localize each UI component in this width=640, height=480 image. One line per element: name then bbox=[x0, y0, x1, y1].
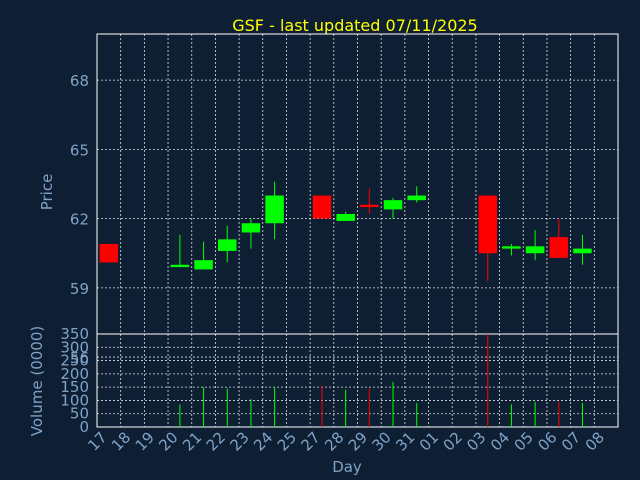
volume-tick-label: 150 bbox=[60, 378, 89, 396]
candle-body bbox=[312, 195, 332, 219]
candle-body bbox=[241, 223, 261, 233]
price-axis-label: Price bbox=[38, 174, 56, 211]
volume-tick-label: 50 bbox=[70, 405, 89, 423]
volume-tick-label: 200 bbox=[60, 365, 89, 383]
candle-body bbox=[478, 195, 497, 254]
volume-plot-frame bbox=[96, 333, 619, 428]
price-tick-label: 62 bbox=[70, 211, 89, 229]
volume-axis-label: Volume (0000) bbox=[28, 326, 46, 436]
price-tick-label: 68 bbox=[70, 72, 89, 90]
candle-body bbox=[360, 204, 379, 208]
candle-body bbox=[336, 214, 355, 221]
candle-body bbox=[170, 264, 190, 268]
candle-body bbox=[383, 200, 403, 210]
price-tick-label: 56 bbox=[70, 349, 89, 367]
candle-body bbox=[218, 239, 237, 251]
candle-body bbox=[99, 244, 119, 263]
candle-body bbox=[573, 248, 592, 254]
price-panel: 56 59 62 65 68 bbox=[70, 33, 619, 367]
volume-tick-label: 100 bbox=[60, 391, 89, 409]
volume-tick-label: 300 bbox=[60, 338, 89, 356]
volume-tick-label: 350 bbox=[60, 325, 89, 343]
candle-body bbox=[265, 195, 284, 224]
volume-tick-label: 250 bbox=[60, 352, 89, 370]
price-tick-label: 59 bbox=[70, 280, 89, 298]
chart-title: GSF - last updated 07/11/2025 bbox=[232, 16, 477, 35]
volume-tick-label: 0 bbox=[79, 418, 89, 436]
candle-body bbox=[194, 260, 213, 270]
price-tick-label: 65 bbox=[70, 141, 89, 159]
candle-body bbox=[502, 246, 521, 249]
candle-body bbox=[525, 246, 545, 254]
candle-body bbox=[549, 237, 569, 258]
x-axis-label: Day bbox=[332, 458, 362, 476]
candle-body bbox=[407, 195, 426, 201]
